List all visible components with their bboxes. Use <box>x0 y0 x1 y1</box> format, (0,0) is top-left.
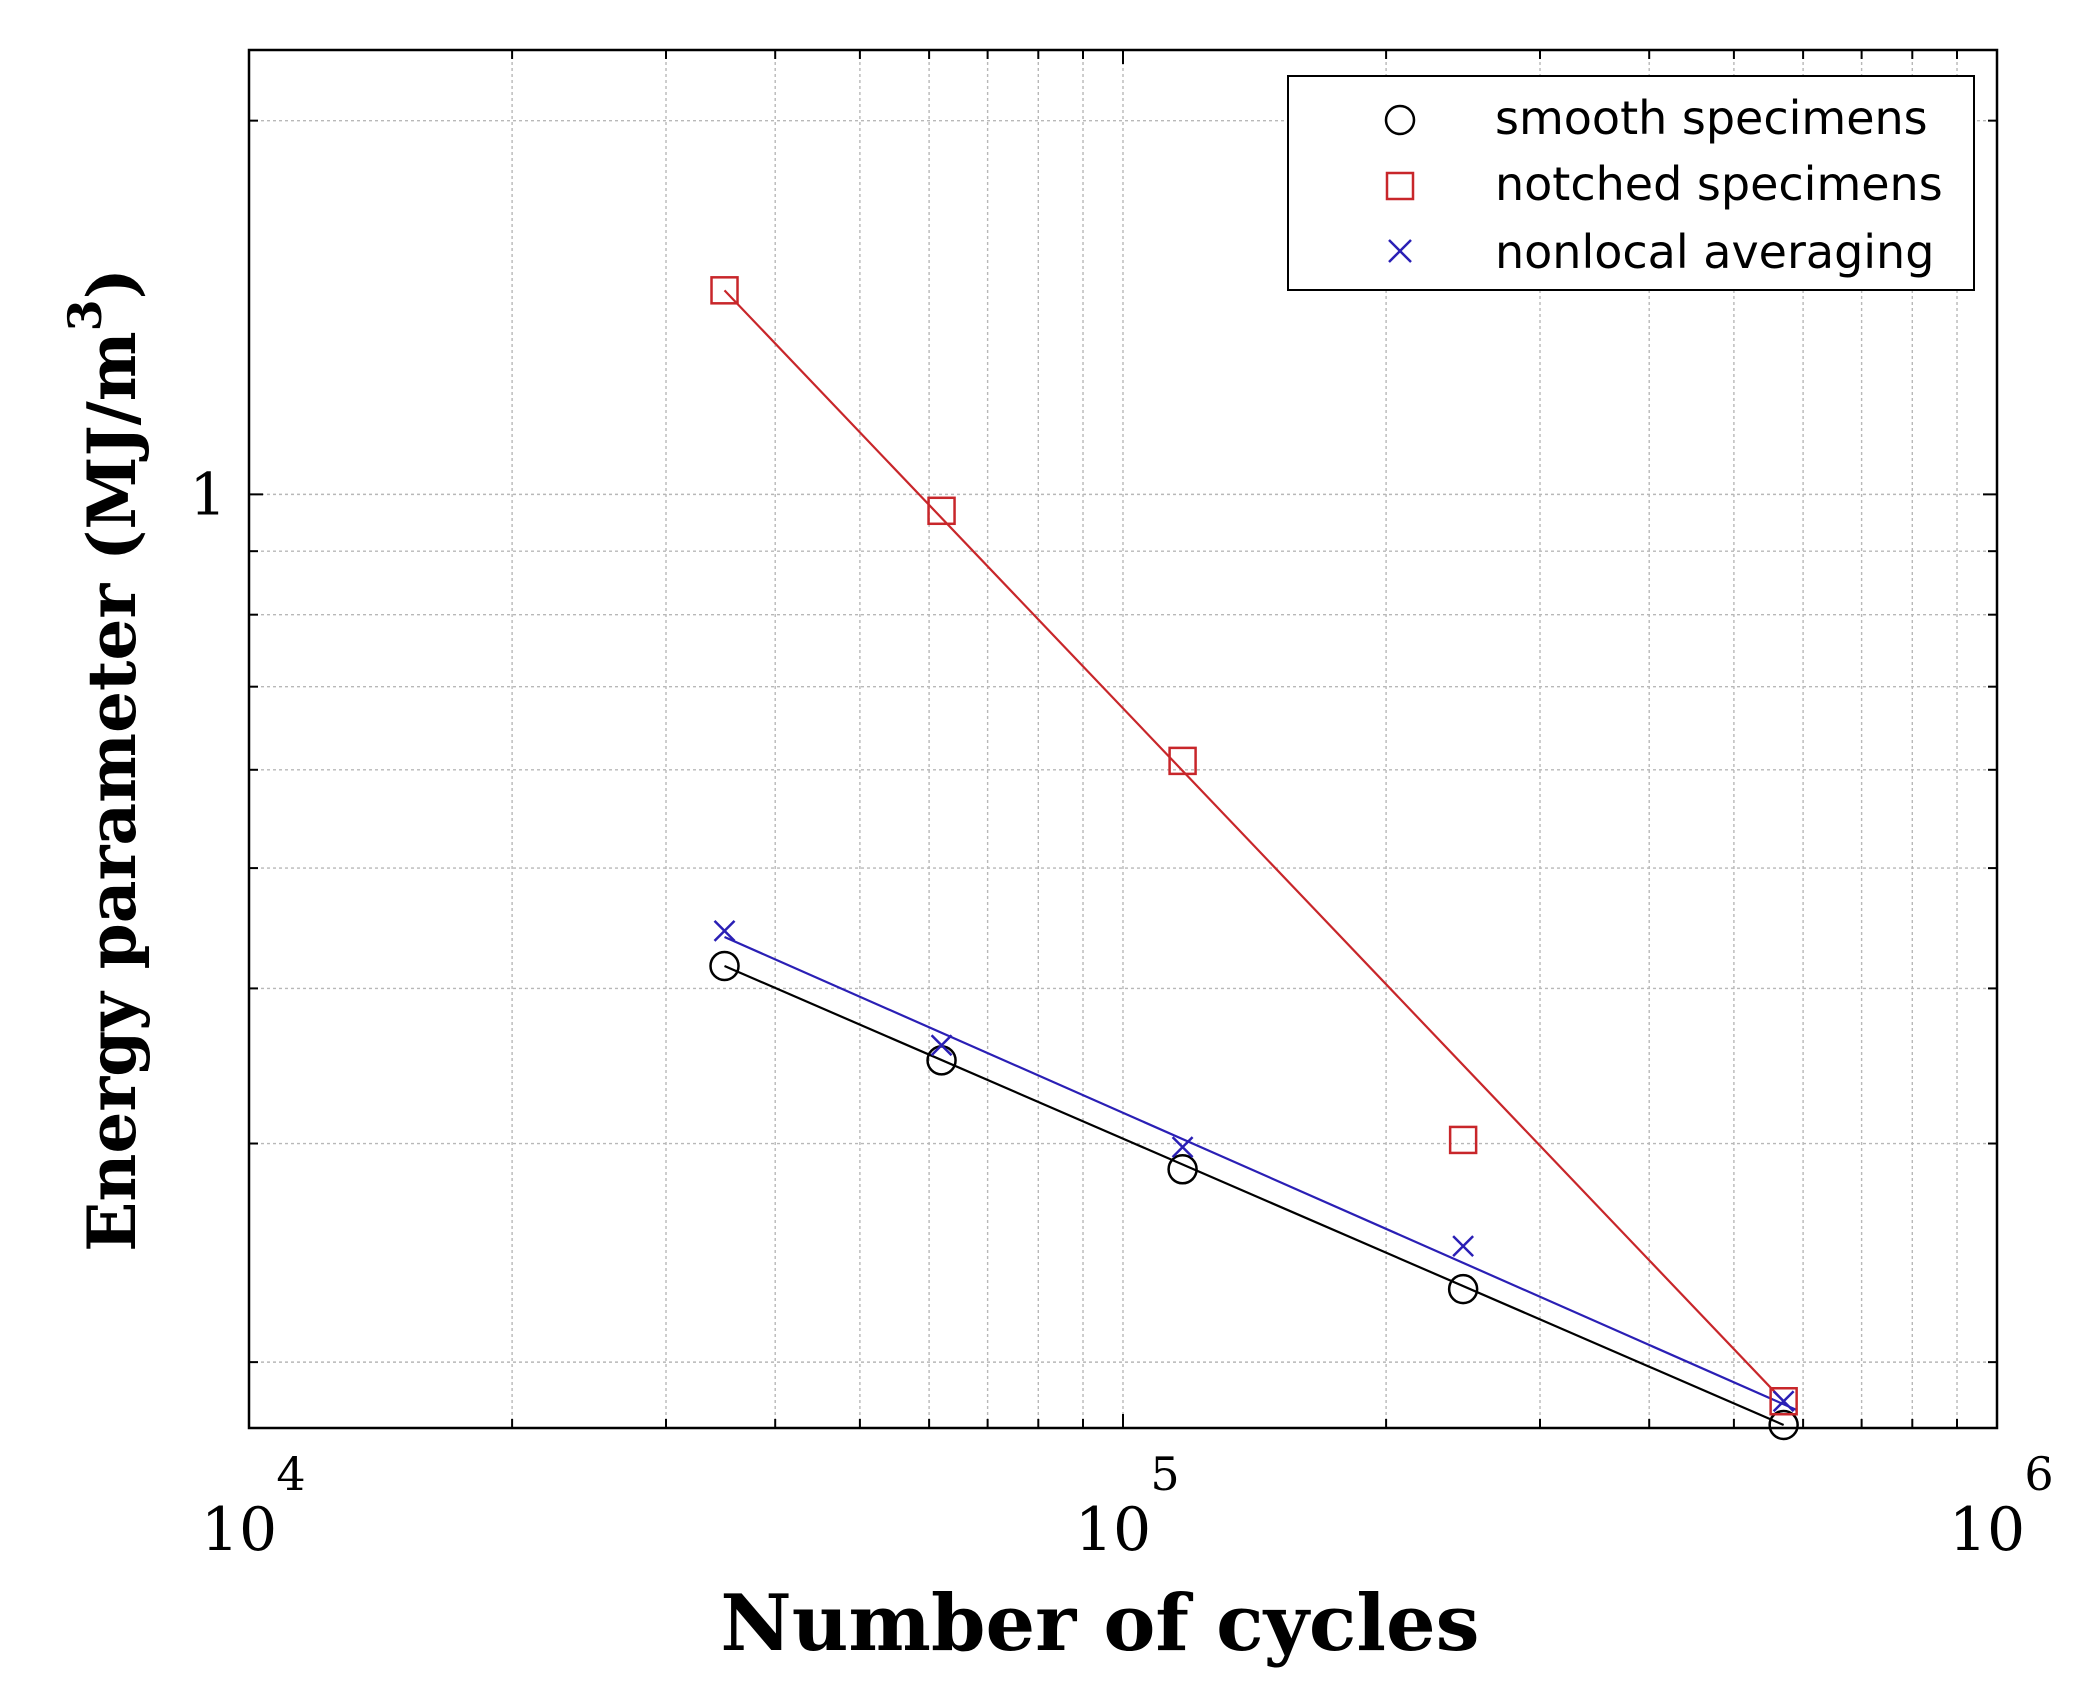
x-tick-exp-2: 6 <box>2024 1447 2053 1501</box>
marker-x <box>930 1034 953 1057</box>
y-axis-title-main: Energy parameter (MJ/m <box>73 331 151 1252</box>
data-markers <box>709 276 1799 1441</box>
legend: smooth specimens notched specimens nonlo… <box>1287 75 1975 291</box>
y-tick-label-0: 1 <box>190 460 227 528</box>
legend-label-smooth: smooth specimens <box>1495 91 1928 145</box>
legend-marker-x <box>1388 239 1412 263</box>
y-axis-title: Energy parameter (MJ/m3) <box>58 268 151 1252</box>
marker-x <box>713 920 736 942</box>
x-tick-label-1: 10 <box>1075 1495 1151 1565</box>
x-tick-exp-1: 5 <box>1150 1447 1179 1501</box>
marker-circle <box>709 950 740 982</box>
x-tick-exp-0: 4 <box>276 1447 305 1501</box>
fit-line-circle <box>724 964 1785 1426</box>
y-axis-title-group: Energy parameter (MJ/m3) <box>58 268 151 1252</box>
marker-square <box>710 276 739 305</box>
fit-line-square <box>723 289 1785 1403</box>
fit-lines <box>723 289 1798 1426</box>
marker-square <box>1448 1125 1478 1155</box>
x-tick-label-0: 10 <box>201 1495 277 1565</box>
marker-x <box>1452 1235 1475 1258</box>
y-axis-title-close: ) <box>73 268 151 299</box>
marker-circle <box>1167 1154 1198 1185</box>
x-tick-label-2: 10 <box>1949 1495 2025 1565</box>
marker-x <box>1171 1136 1194 1159</box>
fit-line-x <box>724 936 1798 1412</box>
marker-square <box>927 496 956 526</box>
marker-circle <box>1768 1409 1799 1441</box>
marker-square <box>1769 1387 1798 1416</box>
marker-square <box>1168 746 1197 776</box>
legend-label-nonlocal: nonlocal averaging <box>1495 225 1934 279</box>
legend-label-notched: notched specimens <box>1495 157 1943 211</box>
marker-circle <box>1447 1273 1479 1305</box>
legend-marker-square <box>1385 171 1415 201</box>
x-axis-title: Number of cycles <box>720 1578 1479 1669</box>
y-axis-title-sup: 3 <box>58 299 112 331</box>
marker-x <box>1772 1390 1795 1413</box>
axis-ticks <box>248 50 1997 1428</box>
legend-marker-circle <box>1384 104 1416 136</box>
